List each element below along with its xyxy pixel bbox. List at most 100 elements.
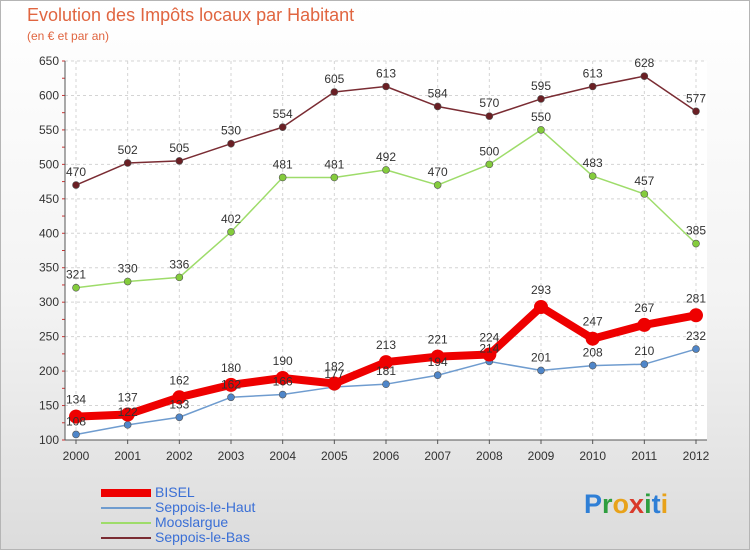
data-point	[278, 390, 287, 399]
legend-label: Mooslargue	[155, 514, 229, 530]
data-point	[69, 409, 83, 424]
data-point	[585, 331, 600, 346]
x-tick-label: 2007	[424, 449, 451, 463]
data-point	[537, 366, 545, 375]
data-point	[123, 277, 132, 286]
data-label: 628	[634, 56, 654, 70]
data-point	[175, 273, 184, 282]
data-label: 201	[531, 350, 551, 364]
x-tick-label: 2001	[114, 449, 141, 463]
data-label: 214	[479, 341, 499, 355]
chart-title: Evolution des Impôts locaux par Habitant	[27, 5, 355, 25]
chart-legend: BISEL Seppois-le-Haut Mooslargue Seppois-le…	[101, 484, 341, 545]
data-label: 137	[118, 391, 138, 405]
x-tick-label: 2003	[218, 449, 245, 463]
y-tick-label: 250	[39, 330, 59, 344]
data-label: 166	[273, 375, 293, 389]
data-label: 505	[169, 141, 189, 155]
data-point	[588, 82, 597, 91]
y-tick-label: 500	[39, 157, 59, 171]
data-point	[485, 112, 494, 120]
data-point	[72, 430, 80, 439]
data-label: 613	[583, 66, 603, 80]
data-point	[537, 126, 545, 134]
data-label: 595	[531, 79, 551, 93]
data-label: 554	[273, 107, 293, 121]
data-point	[485, 160, 494, 169]
data-point	[482, 347, 497, 362]
y-tick-label: 650	[39, 54, 59, 68]
x-tick-label: 2008	[476, 449, 503, 463]
data-point	[379, 355, 393, 370]
data-label: 570	[479, 96, 499, 110]
data-point	[123, 421, 132, 429]
data-label: 190	[273, 354, 293, 368]
data-label: 210	[634, 344, 654, 358]
x-tick-label: 2010	[579, 449, 606, 463]
y-tick-label: 150	[39, 399, 59, 413]
data-label: 584	[428, 86, 448, 100]
data-label: 293	[531, 283, 551, 297]
data-point	[637, 317, 652, 332]
data-point	[692, 107, 700, 116]
data-point	[382, 166, 390, 174]
legend-item: Seppois-le-Bas	[101, 529, 341, 545]
legend-item: Mooslargue	[101, 514, 341, 530]
data-label: 162	[169, 373, 189, 387]
legend-swatch	[101, 522, 151, 524]
data-label: 134	[66, 393, 86, 407]
data-point	[640, 190, 649, 198]
data-label: 247	[583, 315, 603, 329]
y-tick-label: 450	[39, 192, 59, 206]
legend-swatch	[101, 537, 151, 539]
data-point	[689, 308, 703, 323]
legend-swatch	[101, 507, 151, 509]
legend-item: Seppois-le-Haut	[101, 499, 341, 515]
data-label: 267	[634, 301, 654, 315]
data-point	[430, 349, 445, 364]
plot-area	[65, 61, 707, 440]
data-point	[588, 172, 597, 180]
data-point	[537, 95, 545, 103]
logo-letter: x	[629, 489, 645, 519]
data-point	[330, 88, 339, 96]
data-point	[382, 82, 390, 91]
data-point	[327, 376, 342, 391]
data-point	[172, 390, 187, 405]
data-point	[330, 173, 339, 182]
data-point	[275, 370, 290, 385]
legend-item: BISEL	[101, 484, 341, 500]
data-label: 481	[273, 157, 293, 171]
data-point	[72, 181, 80, 189]
data-label: 122	[118, 405, 138, 419]
legend-label: Seppois-le-Haut	[155, 499, 256, 515]
x-tick-label: 2012	[683, 449, 710, 463]
chart-subtitle: (en € et par an)	[27, 29, 110, 43]
data-label: 402	[221, 212, 241, 226]
logo-letter: o	[612, 489, 630, 519]
data-label: 224	[479, 331, 499, 345]
data-label: 162	[221, 377, 241, 391]
data-point	[224, 377, 238, 392]
logo-letter: r	[602, 489, 613, 519]
data-point	[588, 361, 597, 370]
y-tick-label: 550	[39, 123, 59, 137]
data-label: 321	[66, 268, 86, 282]
data-point	[640, 360, 649, 369]
data-label: 550	[531, 110, 551, 124]
x-tick-label: 2006	[373, 449, 400, 463]
y-tick-label: 350	[39, 261, 59, 275]
data-label: 177	[324, 367, 344, 381]
data-point	[123, 159, 132, 167]
data-label: 492	[376, 150, 396, 164]
data-point	[433, 102, 442, 111]
x-tick-label: 2011	[631, 449, 657, 463]
y-tick-label: 300	[39, 295, 59, 309]
data-point	[433, 371, 442, 380]
logo-letter: i	[660, 489, 669, 519]
data-label: 232	[686, 329, 706, 343]
data-point	[227, 139, 235, 148]
x-tick-label: 2005	[321, 449, 348, 463]
